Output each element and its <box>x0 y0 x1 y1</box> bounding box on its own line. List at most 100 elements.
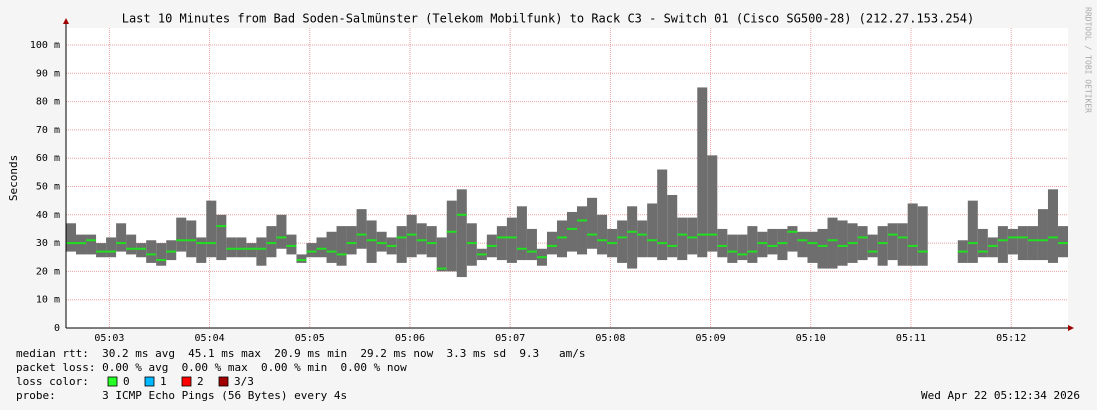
smoke <box>126 234 137 255</box>
smoke <box>166 240 177 261</box>
smoke <box>266 226 277 258</box>
x-tick-label: 05:11 <box>896 333 926 344</box>
smoke <box>777 228 788 261</box>
smoke <box>767 228 778 255</box>
smoke <box>727 234 738 263</box>
timestamp: Wed Apr 22 05:12:34 2026 <box>921 389 1080 402</box>
smoke <box>917 206 928 266</box>
smoke <box>677 217 688 261</box>
y-tick-label: 80 m <box>36 97 60 108</box>
smoke <box>446 200 457 272</box>
loss-legend-label: 3/3 <box>234 375 254 388</box>
smoke <box>567 211 578 252</box>
y-axis-label: Seconds <box>7 155 20 201</box>
smoke <box>376 231 387 252</box>
smoke <box>206 200 217 258</box>
smoke <box>987 237 998 258</box>
smoke <box>216 214 227 261</box>
smoke <box>737 234 748 261</box>
x-arrow <box>1068 325 1074 331</box>
smoke <box>597 214 608 255</box>
y-tick-label: 70 m <box>36 125 60 136</box>
smoke <box>366 220 377 263</box>
smoke <box>86 234 97 255</box>
x-tick-label: 05:09 <box>696 333 726 344</box>
smoke <box>96 243 107 258</box>
smoke <box>316 237 327 258</box>
smoke <box>1027 226 1038 261</box>
x-tick-label: 05:12 <box>996 333 1026 344</box>
y-tick-label: 60 m <box>36 153 60 164</box>
x-tick-label: 05:06 <box>395 333 425 344</box>
smoke <box>286 234 297 255</box>
loss-legend-label: 1 <box>160 375 167 388</box>
smoke <box>887 223 898 261</box>
smoke <box>116 223 127 252</box>
smoke <box>516 206 527 261</box>
y-tick-label: 40 m <box>36 210 60 221</box>
smoke <box>146 240 157 263</box>
smoke <box>587 197 598 249</box>
plot-area <box>66 28 1068 328</box>
chart-title: Last 10 Minutes from Bad Soden-Salmünste… <box>122 12 975 26</box>
smoke <box>707 155 718 252</box>
smoke <box>226 237 237 258</box>
smoke <box>416 223 427 255</box>
smoke <box>877 226 888 266</box>
smoke <box>667 194 678 258</box>
smoke <box>466 223 477 266</box>
smoke <box>396 226 407 263</box>
loss-swatch <box>218 376 229 387</box>
smoke <box>176 217 187 252</box>
smoke <box>296 254 307 263</box>
smoke <box>967 200 978 263</box>
marks <box>66 87 1068 278</box>
smoke <box>807 231 818 263</box>
y-tick-label: 90 m <box>36 68 60 79</box>
smoke <box>256 237 267 266</box>
smoke <box>246 243 257 258</box>
smoke <box>827 217 838 269</box>
smoke <box>326 231 337 263</box>
smoke <box>156 243 167 266</box>
smoke <box>1017 226 1028 261</box>
smoke <box>186 220 197 258</box>
smoke <box>306 243 317 258</box>
loss-swatch <box>107 376 118 387</box>
smoke <box>647 203 658 258</box>
loss-legend: 0 1 2 3/3 <box>107 375 254 388</box>
smoke <box>276 214 287 249</box>
smoke <box>556 220 567 258</box>
smoke <box>236 237 247 258</box>
y-arrow <box>63 18 69 24</box>
smoke <box>757 231 768 258</box>
smoke <box>637 220 648 258</box>
smoke <box>717 228 728 258</box>
smoke <box>747 226 758 263</box>
stats-line: median rtt: 30.2 ms avg 45.1 ms max 20.9… <box>16 347 586 360</box>
smoke <box>857 226 868 261</box>
smoke <box>406 214 417 258</box>
loss-legend-label: 0 <box>123 375 130 388</box>
loss-label: loss color: <box>16 375 89 388</box>
stats-line: packet loss: 0.00 % avg 0.00 % max 0.00 … <box>16 361 407 374</box>
smoke <box>426 226 437 258</box>
smoke <box>657 169 668 261</box>
smoke <box>106 237 117 258</box>
smoke <box>577 206 588 255</box>
smoke <box>346 226 357 255</box>
smoke <box>1047 189 1058 263</box>
loss-swatch <box>144 376 155 387</box>
smoke <box>867 234 878 258</box>
smoke <box>1007 228 1018 255</box>
smoke <box>627 206 638 269</box>
watermark: RRDTOOL / TOBI OETIKER <box>1084 7 1093 113</box>
smoke <box>546 231 557 255</box>
smoke <box>907 203 918 266</box>
smoke <box>697 87 708 258</box>
smoke <box>506 217 517 263</box>
smoke <box>136 243 147 258</box>
x-tick-label: 05:08 <box>595 333 625 344</box>
y-tick-label: 20 m <box>36 266 60 277</box>
